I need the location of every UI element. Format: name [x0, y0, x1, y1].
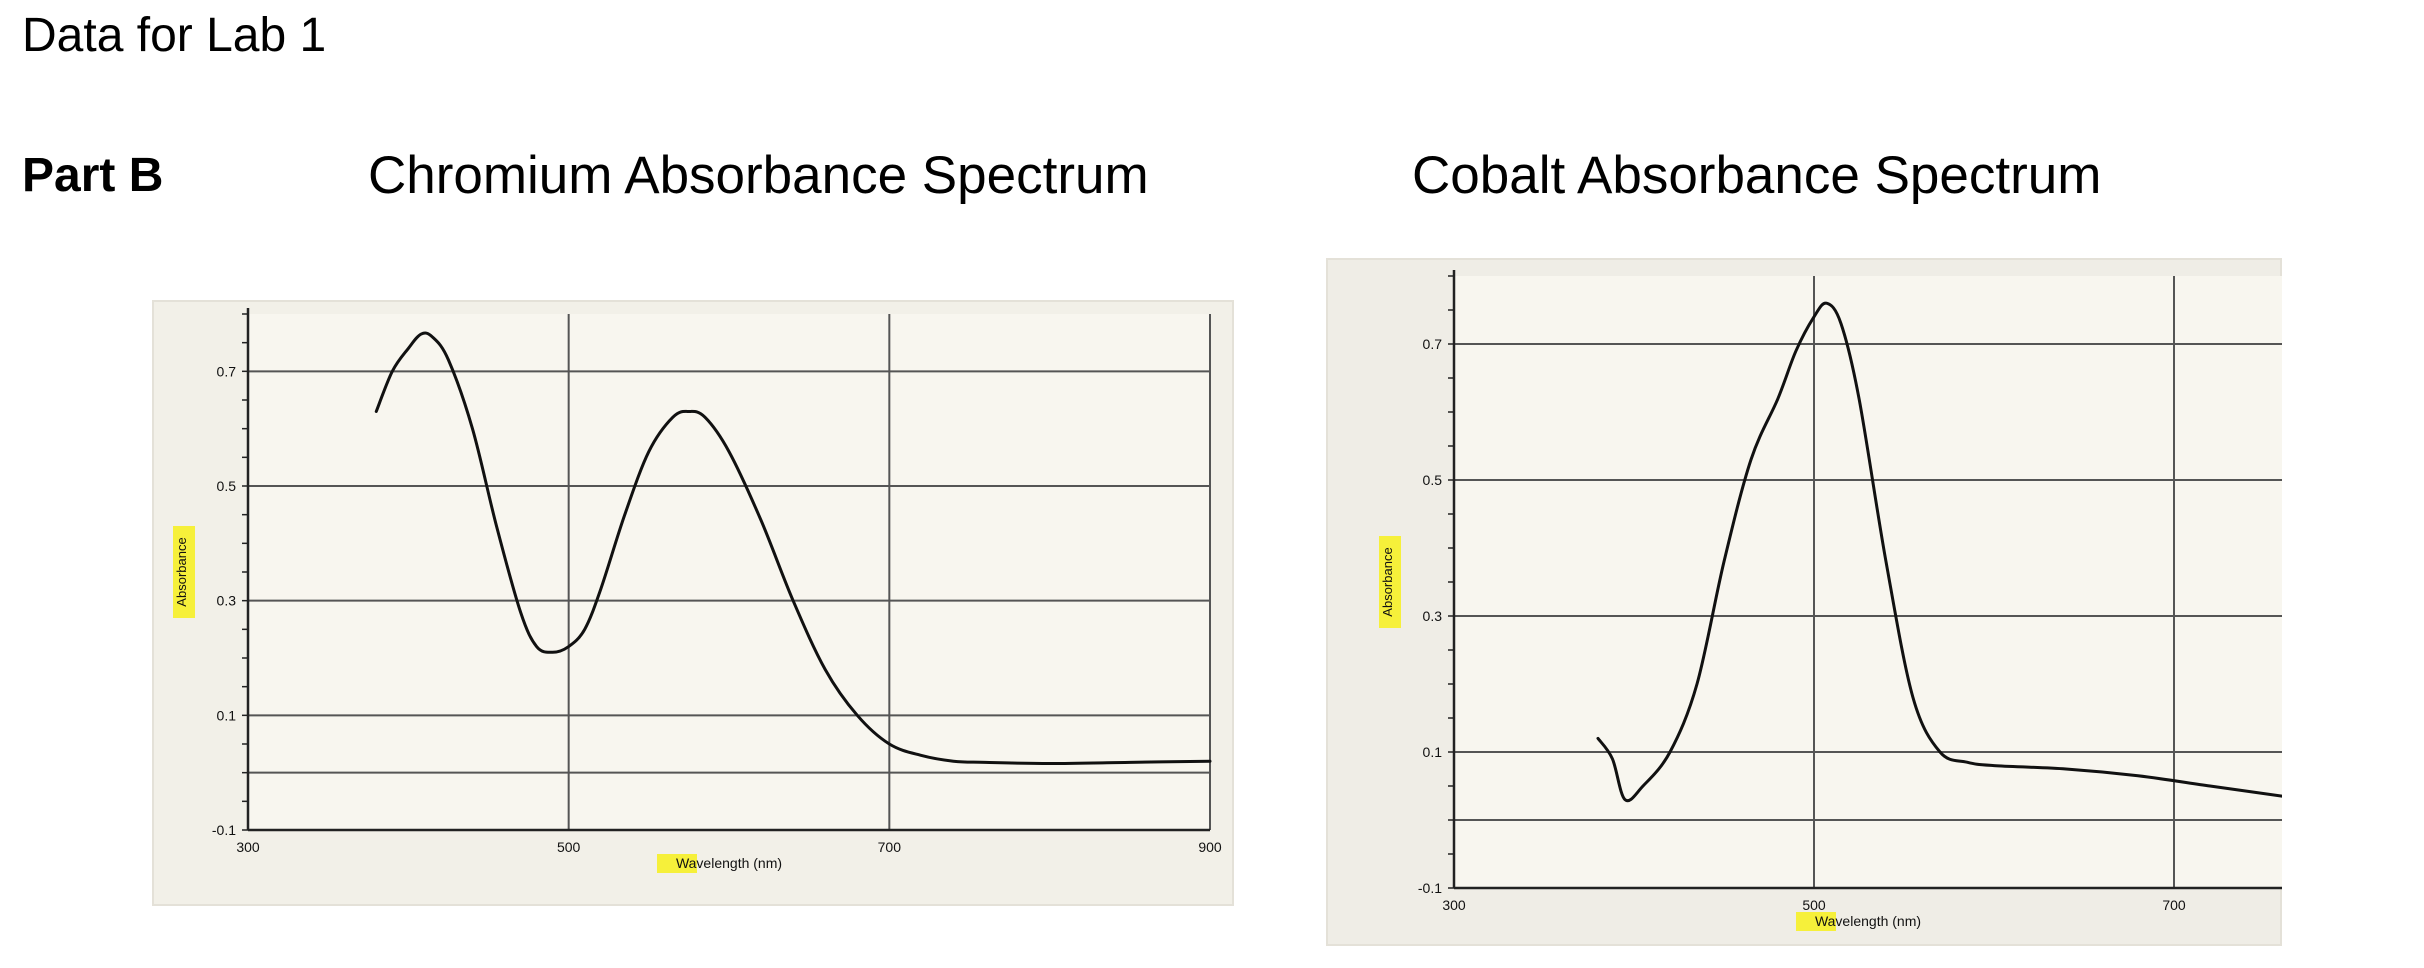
cobalt-y-tick-label: -0.1 [1418, 880, 1442, 896]
cobalt-x-tick-label: 700 [2162, 897, 2186, 913]
chromium-x-tick-label: 900 [1198, 839, 1222, 855]
cobalt-x-label-highlight [1796, 912, 1836, 931]
cobalt-chart-title: Cobalt Absorbance Spectrum [1412, 146, 2102, 205]
chromium-y-tick-label: 0.3 [217, 593, 237, 609]
chromium-y-label-highlight [173, 526, 195, 618]
chromium-x-tick-label: 500 [557, 839, 581, 855]
cobalt-plot-area [1454, 276, 2282, 888]
chromium-x-axis-label: Wavelength (nm) [676, 855, 782, 871]
chromium-spectrum-line [374, 331, 1212, 765]
chromium-y-tick-label: 0.5 [217, 478, 237, 494]
cobalt-spectrum-photo: -0.1 0.1 0.3 0.5 0.7 300 500 700 Wavelength (nm)… [1326, 258, 2282, 946]
chromium-x-tick-label: 300 [236, 839, 260, 855]
cobalt-spectrum-line [1596, 301, 2282, 803]
cobalt-y-tick-label: 0.3 [1423, 608, 1443, 624]
cobalt-y-tick-label: 0.7 [1423, 336, 1443, 352]
cobalt-y-tick-label: 0.5 [1423, 472, 1443, 488]
chromium-x-label-highlight [657, 854, 697, 873]
cobalt-y-label-highlight [1379, 536, 1401, 628]
document-title: Data for Lab 1 [22, 9, 327, 62]
chromium-plot-area [248, 314, 1210, 830]
cobalt-y-axis-label: Absorbance [1380, 547, 1395, 616]
chromium-y-tick-label: -0.1 [212, 822, 236, 838]
chromium-chart-title: Chromium Absorbance Spectrum [368, 146, 1149, 205]
chromium-x-tick-label: 700 [878, 839, 902, 855]
cobalt-x-tick-label: 500 [1802, 897, 1826, 913]
chromium-spectrum-chart: -0.1 0.1 0.3 0.5 0.7 300 500 700 900 Wavelength (… [173, 308, 1222, 873]
cobalt-x-axis-label: Wavelength (nm) [1815, 913, 1921, 929]
chromium-spectrum-photo: -0.1 0.1 0.3 0.5 0.7 300 500 700 900 Wavelength (… [152, 300, 1234, 906]
cobalt-x-tick-label: 300 [1442, 897, 1466, 913]
chromium-y-axis-label: Absorbance [174, 537, 189, 606]
part-label: Part B [22, 149, 164, 202]
cobalt-y-tick-label: 0.1 [1423, 744, 1443, 760]
chromium-y-tick-label: 0.1 [217, 707, 237, 723]
chromium-y-tick-label: 0.7 [217, 363, 237, 379]
cobalt-spectrum-chart: -0.1 0.1 0.3 0.5 0.7 300 500 700 Wavelength (nm)… [1379, 270, 2282, 931]
